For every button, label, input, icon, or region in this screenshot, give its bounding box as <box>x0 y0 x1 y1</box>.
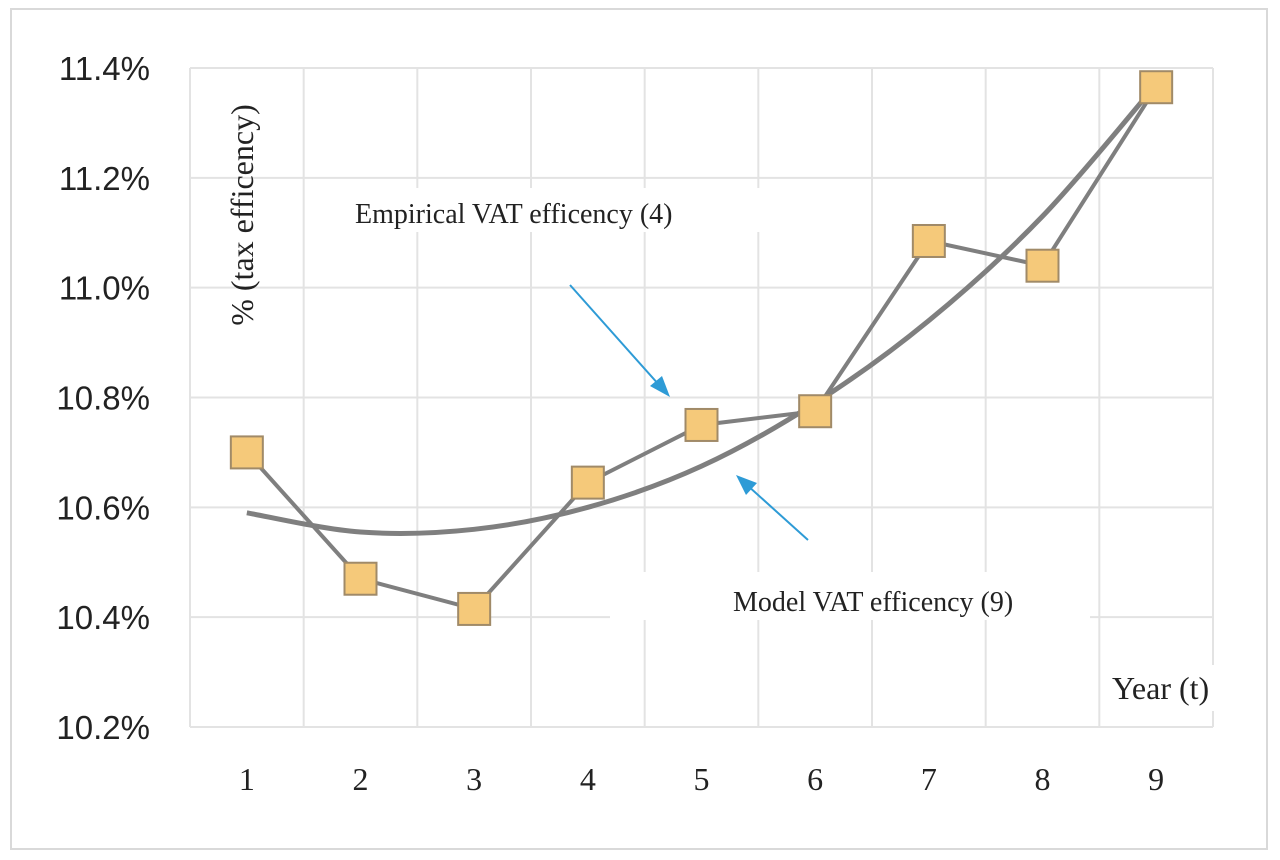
y-tick-labels: 10.2% 10.4% 10.6% 10.8% 11.0% 11.2% 11.4% <box>56 50 150 746</box>
y-tick-label: 11.2% <box>59 160 150 197</box>
x-tick-label: 1 <box>239 761 255 797</box>
arrow-model <box>736 475 809 541</box>
chart-frame <box>10 8 1268 850</box>
arrow-empirical <box>569 284 670 397</box>
xlabel-bg <box>1105 665 1250 711</box>
series-layer <box>229 70 1174 626</box>
y-tick-label: 11.4% <box>59 50 150 87</box>
arrow-line <box>746 484 809 541</box>
x-tick-label: 7 <box>921 761 937 797</box>
x-tick-label: 5 <box>694 761 710 797</box>
x-tick-label: 6 <box>807 761 823 797</box>
empirical-point-marker <box>1139 70 1174 105</box>
x-tick-labels: 1 2 3 4 5 6 7 8 9 <box>239 761 1164 797</box>
empirical-point-marker <box>911 223 946 258</box>
annotation-bg-model <box>610 572 1090 620</box>
y-axis-title: % (tax efficency) <box>224 104 260 326</box>
empirical-point-marker <box>457 591 492 626</box>
arrowhead-icon <box>650 376 670 397</box>
annotation-model: Model VAT efficency (9) <box>733 587 1013 618</box>
y-tick-label: 10.6% <box>56 489 150 526</box>
annotation-bg-empirical <box>345 188 765 232</box>
empirical-point-marker <box>343 561 378 596</box>
x-tick-label: 4 <box>580 761 596 797</box>
x-tick-label: 3 <box>466 761 482 797</box>
empirical-line <box>245 86 1158 612</box>
empirical-point-marker <box>1025 248 1060 283</box>
empirical-point-marker <box>684 407 719 442</box>
y-tick-label: 10.8% <box>56 380 150 417</box>
x-tick-label: 8 <box>1035 761 1051 797</box>
empirical-point-marker <box>570 465 605 500</box>
empirical-point-marker <box>229 435 264 470</box>
y-tick-label: 10.2% <box>56 709 150 746</box>
gridlines <box>189 67 1214 728</box>
arrowhead-icon <box>736 475 757 495</box>
empirical-point-marker <box>798 394 833 429</box>
x-axis-title: Year (t) <box>1112 670 1209 706</box>
x-tick-label: 9 <box>1148 761 1164 797</box>
x-tick-label: 2 <box>353 761 369 797</box>
arrow-line <box>569 284 661 387</box>
annotation-empirical: Empirical VAT efficency (4) <box>355 199 673 230</box>
y-tick-label: 11.0% <box>59 270 150 307</box>
model-trend-line <box>246 82 1159 536</box>
y-tick-label: 10.4% <box>56 599 150 636</box>
